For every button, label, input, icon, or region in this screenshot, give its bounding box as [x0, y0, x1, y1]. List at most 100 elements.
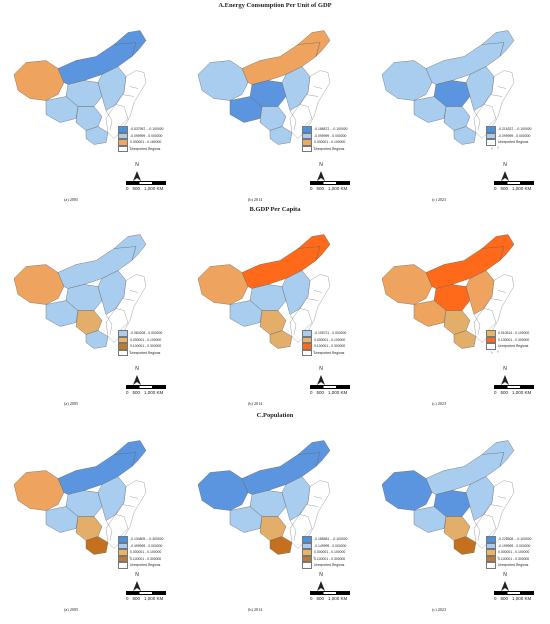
legend-swatch [486, 562, 496, 569]
north-arrow-icon: N [500, 366, 510, 385]
legend-item: -0.105721 - 0.000000 [302, 330, 372, 337]
region-shape [453, 330, 477, 349]
unreported-region-outline [489, 298, 503, 301]
legend-label: -0.105721 - 0.000000 [314, 331, 347, 336]
map-legend: -0.216337 - -0.100000 -0.099999 - 0.00000… [486, 126, 550, 146]
scale-bar: 0 500 1,000 KM [310, 591, 370, 601]
legend-swatch [486, 536, 496, 543]
unreported-region-outline [105, 480, 147, 549]
region-shape [297, 234, 331, 262]
unreported-region-outline [483, 514, 497, 537]
unreported-region-outline [473, 480, 515, 549]
legend-item: 0.000001 - 0.100000 [302, 139, 372, 146]
north-arrow-shape [317, 581, 325, 591]
scale-label: 1,000 KM [512, 596, 532, 601]
north-arrow-icon: N [132, 572, 142, 591]
legend-item: Unreported Regions [486, 139, 550, 146]
legend-label: 0.100001 - 0.300000 [498, 556, 530, 561]
scale-bar-graphic [310, 591, 350, 595]
unreported-region-outline [105, 274, 147, 343]
map-legend: -0.186872 - -0.100000 -0.099999 - 0.00000… [302, 126, 372, 152]
legend-swatch [302, 330, 312, 337]
legend-item: Unreported Regions [118, 349, 188, 356]
unreported-region-outline [121, 504, 135, 507]
region-shape [113, 440, 147, 468]
legend-swatch [118, 542, 128, 549]
legend-swatch [118, 562, 128, 569]
china-map [381, 234, 515, 354]
island-mark [497, 350, 499, 353]
legend-item: -0.216337 - -0.100000 [486, 126, 550, 133]
scale-label: 500 [500, 186, 509, 191]
legend-item: 0.000001 - 0.100000 [118, 336, 188, 343]
unreported-region-outline [313, 496, 323, 499]
legend-swatch [486, 542, 496, 549]
region-shape [113, 30, 147, 58]
map-legend: -0.225508 - -0.100000 -0.199999 - 0.00000… [486, 536, 550, 569]
panel-caption: (c) 2023 [432, 607, 447, 612]
region-shape [13, 470, 65, 511]
north-arrow-icon: N [500, 162, 510, 181]
north-label: N [135, 366, 139, 372]
legend-item: -0.134805 - -0.300000 [118, 536, 188, 543]
island-mark [313, 350, 315, 353]
legend-item: 0.000001 - 0.100000 [302, 336, 372, 343]
legend-label: Unreported Regions [498, 344, 529, 349]
legend-label: 0.000001 - 0.100000 [130, 550, 162, 555]
scale-label: 0 [494, 390, 497, 395]
legend-label: -0.199999 - 0.000000 [498, 543, 531, 548]
map-legend: -0.537957 - -0.100000 -0.099999 - 0.00000… [118, 126, 188, 152]
region-shape [481, 440, 515, 468]
island-mark [497, 556, 499, 559]
north-arrow-icon: N [500, 572, 510, 591]
legend-label: 0.100001 - 0.300000 [130, 556, 162, 561]
legend-item: Unreported Regions [486, 562, 550, 569]
legend-item: 0.010514 - 0.100000 [486, 330, 550, 337]
legend-swatch [302, 145, 312, 152]
china-map [13, 30, 147, 150]
island-mark [313, 556, 315, 559]
unreported-region-outline [299, 104, 313, 127]
legend-swatch [302, 536, 312, 543]
region-shape [229, 300, 263, 327]
scale-label: 1,000 KM [328, 390, 348, 395]
north-arrow-shape [317, 171, 325, 181]
legend-swatch [486, 330, 496, 337]
north-label: N [503, 572, 507, 578]
scale-bar: 0 500 1,000 KM [126, 385, 186, 395]
map-panel: 0.010514 - 0.100000 0.100001 - 0.300000 Un… [374, 214, 544, 409]
legend-item: Unreported Regions [302, 349, 372, 356]
scale-label: 0 [126, 390, 129, 395]
unreported-region-outline [121, 94, 135, 97]
north-label: N [319, 162, 323, 168]
region-shape [197, 60, 249, 101]
legend-item: -0.099999 - 0.000000 [302, 132, 372, 139]
legend-item: 0.000001 - 0.100000 [302, 549, 372, 556]
legend-label: 0.100001 - 0.300000 [498, 337, 530, 342]
region-shape [269, 536, 293, 555]
unreported-region-outline [497, 86, 507, 89]
legend-item: -0.499999 - 0.000000 [118, 542, 188, 549]
region-shape [269, 126, 293, 145]
region-shape [481, 234, 515, 262]
unreported-region-outline [497, 290, 507, 293]
scale-bar-graphic [494, 591, 534, 595]
legend-label: -0.099999 - 0.000000 [498, 133, 531, 138]
scale-bar-graphic [494, 385, 534, 389]
map-panel: -0.186872 - -0.100000 -0.099999 - 0.00000… [190, 10, 360, 205]
unreported-region-outline [483, 104, 497, 127]
legend-item: Unreported Regions [302, 145, 372, 152]
region-shape [453, 126, 477, 145]
panel-caption: (a) 2005 [64, 401, 79, 406]
scale-label: 500 [132, 596, 141, 601]
legend-swatch [118, 349, 128, 356]
legend-swatch [118, 139, 128, 146]
legend-item: 0.000001 - 0.160000 [118, 139, 188, 146]
region-shape [13, 60, 65, 101]
region-shape [13, 264, 65, 305]
panel-caption: (a) 2005 [64, 607, 79, 612]
scale-label: 500 [500, 596, 509, 601]
legend-item: -0.185581 - -0.100000 [302, 536, 372, 543]
scale-label: 1,000 KM [144, 596, 164, 601]
north-arrow-icon: N [316, 572, 326, 591]
